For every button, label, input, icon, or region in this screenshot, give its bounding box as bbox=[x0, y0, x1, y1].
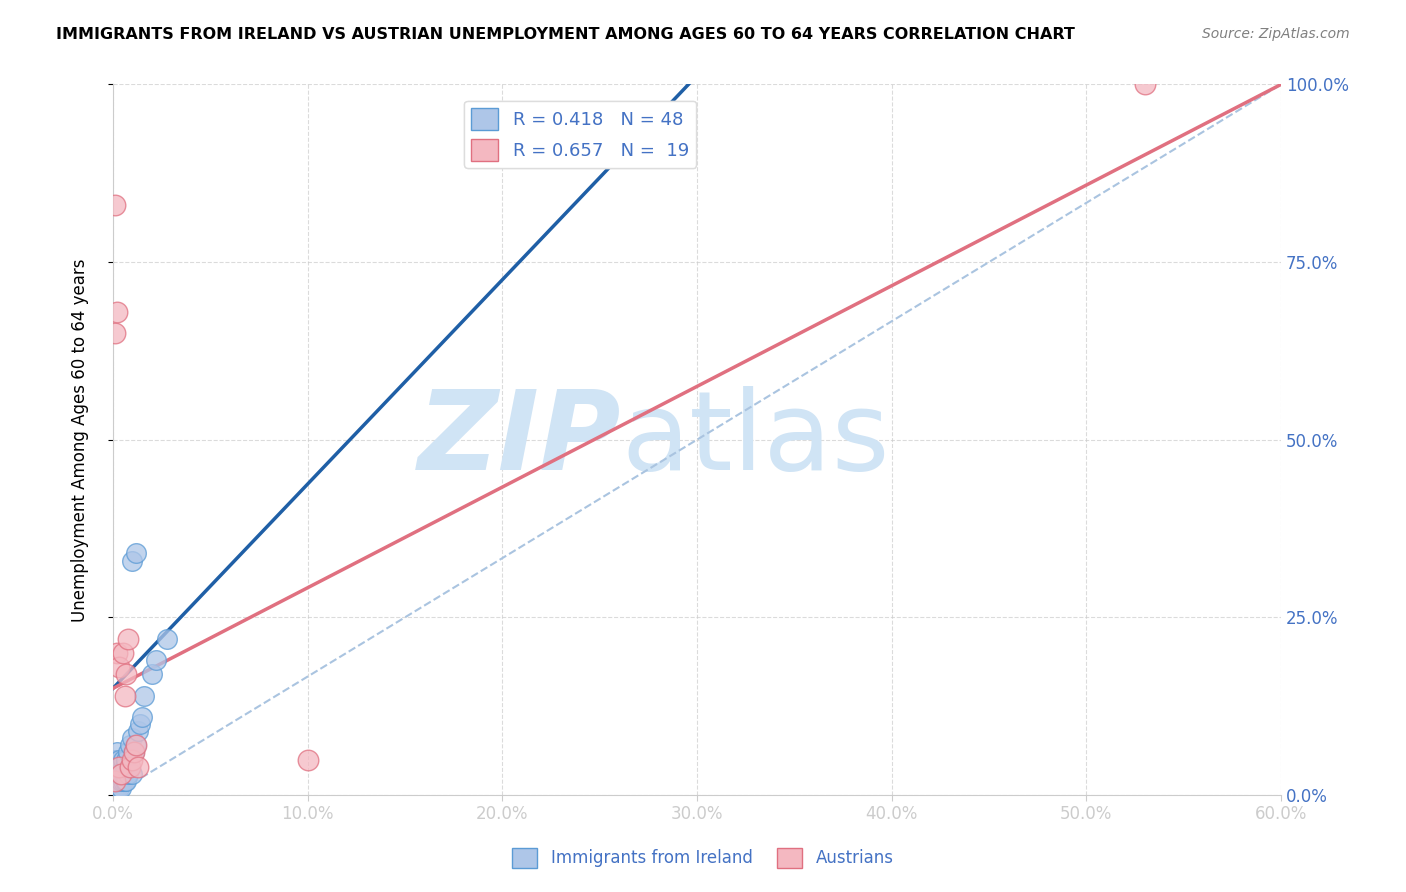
Point bbox=[110, 773, 132, 788]
Point bbox=[104, 780, 127, 795]
Point bbox=[156, 632, 179, 646]
Point bbox=[141, 667, 163, 681]
Point bbox=[105, 752, 128, 766]
Point bbox=[104, 759, 127, 773]
Point bbox=[107, 660, 129, 674]
Point bbox=[122, 746, 145, 760]
Point bbox=[107, 759, 129, 773]
Point bbox=[117, 632, 139, 646]
Text: IMMIGRANTS FROM IRELAND VS AUSTRIAN UNEMPLOYMENT AMONG AGES 60 TO 64 YEARS CORRE: IMMIGRANTS FROM IRELAND VS AUSTRIAN UNEM… bbox=[56, 27, 1076, 42]
Point bbox=[120, 739, 142, 753]
Point bbox=[110, 766, 132, 780]
Text: atlas: atlas bbox=[621, 386, 890, 493]
Point bbox=[117, 746, 139, 760]
Point bbox=[115, 667, 138, 681]
Legend: Immigrants from Ireland, Austrians: Immigrants from Ireland, Austrians bbox=[506, 841, 900, 875]
Point bbox=[111, 766, 134, 780]
Point bbox=[117, 766, 139, 780]
Point bbox=[145, 653, 167, 667]
Point bbox=[110, 780, 132, 795]
Point bbox=[129, 717, 152, 731]
Point bbox=[297, 752, 319, 766]
Point bbox=[105, 305, 128, 319]
Point bbox=[115, 752, 138, 766]
Point bbox=[105, 773, 128, 788]
Text: Source: ZipAtlas.com: Source: ZipAtlas.com bbox=[1202, 27, 1350, 41]
Point bbox=[121, 766, 143, 780]
Text: ZIP: ZIP bbox=[418, 386, 621, 493]
Point bbox=[104, 752, 127, 766]
Y-axis label: Unemployment Among Ages 60 to 64 years: Unemployment Among Ages 60 to 64 years bbox=[72, 258, 89, 622]
Point bbox=[1133, 78, 1156, 92]
Point bbox=[125, 739, 148, 753]
Legend: R = 0.418   N = 48, R = 0.657   N =  19: R = 0.418 N = 48, R = 0.657 N = 19 bbox=[464, 101, 696, 168]
Point bbox=[110, 766, 132, 780]
Point bbox=[131, 710, 153, 724]
Point bbox=[121, 553, 143, 567]
Point bbox=[120, 759, 142, 773]
Point bbox=[121, 752, 143, 766]
Point bbox=[105, 746, 128, 760]
Point bbox=[104, 198, 127, 212]
Point bbox=[132, 689, 155, 703]
Point bbox=[107, 773, 129, 788]
Point bbox=[104, 773, 127, 788]
Point bbox=[105, 766, 128, 780]
Point bbox=[104, 326, 127, 340]
Point bbox=[127, 759, 149, 773]
Point bbox=[105, 646, 128, 660]
Point bbox=[125, 546, 148, 560]
Point bbox=[111, 752, 134, 766]
Point bbox=[111, 773, 134, 788]
Point bbox=[104, 773, 127, 788]
Point bbox=[104, 766, 127, 780]
Point bbox=[107, 759, 129, 773]
Point bbox=[107, 752, 129, 766]
Point bbox=[105, 780, 128, 795]
Point bbox=[104, 773, 127, 788]
Point bbox=[110, 759, 132, 773]
Point bbox=[127, 724, 149, 739]
Point bbox=[107, 780, 129, 795]
Point bbox=[114, 759, 136, 773]
Point bbox=[121, 731, 143, 746]
Point bbox=[111, 759, 134, 773]
Point bbox=[105, 759, 128, 773]
Point bbox=[125, 739, 148, 753]
Point bbox=[122, 746, 145, 760]
Point bbox=[114, 773, 136, 788]
Point bbox=[115, 773, 138, 788]
Point bbox=[120, 759, 142, 773]
Point bbox=[107, 766, 129, 780]
Point bbox=[114, 766, 136, 780]
Point bbox=[114, 689, 136, 703]
Point bbox=[111, 646, 134, 660]
Point bbox=[104, 780, 127, 795]
